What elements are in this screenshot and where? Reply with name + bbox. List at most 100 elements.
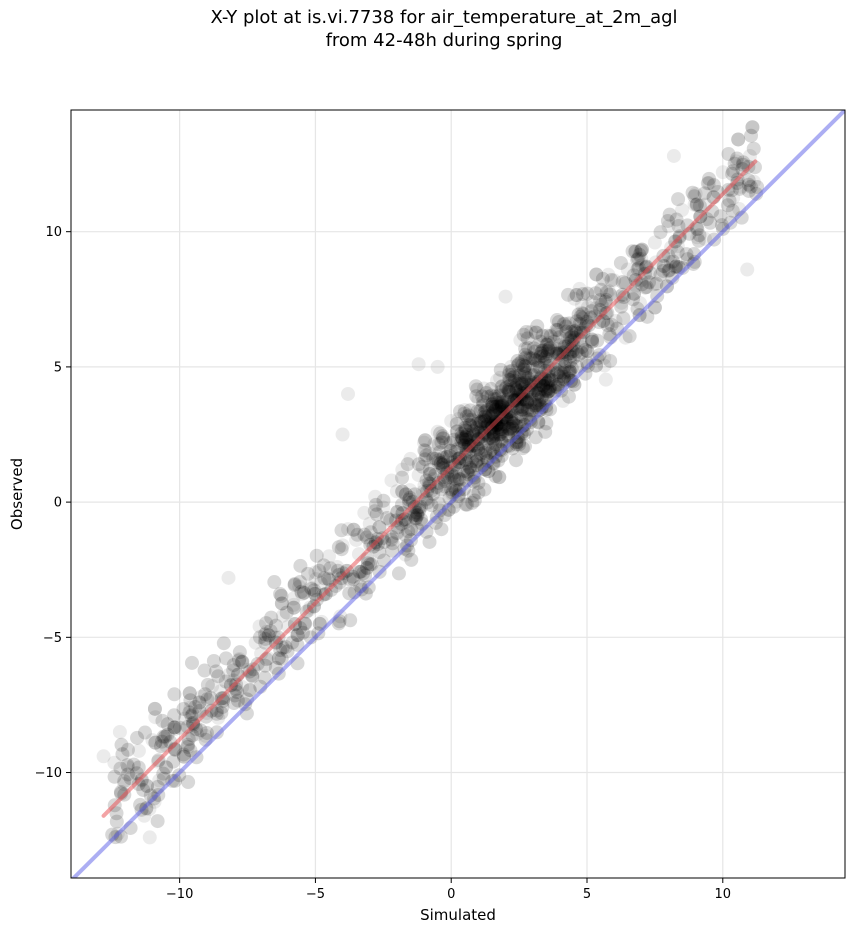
data-point (510, 376, 525, 391)
data-point (286, 600, 301, 615)
data-point (368, 497, 383, 512)
data-point (501, 383, 516, 398)
data-point (459, 456, 474, 471)
data-point (389, 526, 404, 541)
data-point (604, 273, 619, 288)
data-point (514, 386, 529, 401)
data-point (454, 426, 469, 441)
data-point (504, 419, 519, 434)
data-point (160, 727, 175, 742)
data-point (489, 391, 504, 406)
data-point (593, 293, 608, 308)
data-point (531, 393, 546, 408)
data-point (147, 701, 162, 716)
x-tick-label: 5 (583, 887, 591, 902)
data-point (412, 503, 427, 518)
data-point (463, 460, 478, 475)
data-point (480, 402, 495, 417)
data-point (304, 581, 319, 596)
data-point (662, 263, 677, 278)
data-point (584, 304, 599, 319)
data-point (417, 435, 432, 450)
data-point (483, 409, 498, 424)
data-point (234, 654, 249, 669)
data-point (549, 366, 564, 381)
data-point (471, 452, 486, 467)
data-point (486, 405, 501, 420)
data-point (518, 367, 533, 382)
data-point (576, 306, 591, 321)
data-point (685, 185, 700, 200)
data-point (147, 701, 162, 716)
data-point (469, 454, 484, 469)
data-point (523, 351, 538, 366)
data-point (518, 351, 533, 366)
data-point (126, 757, 141, 772)
data-point (232, 651, 247, 666)
data-point (518, 365, 533, 380)
data-point (474, 425, 489, 440)
data-point (524, 324, 539, 339)
data-point (573, 309, 588, 324)
data-point (422, 467, 437, 482)
data-point (688, 186, 703, 201)
data-point (491, 416, 506, 431)
data-point (468, 379, 483, 394)
data-point (238, 697, 253, 712)
data-point (528, 353, 543, 368)
data-point (726, 164, 741, 179)
data-point (649, 276, 664, 291)
data-point (492, 388, 507, 403)
data-point (515, 376, 530, 391)
data-point (607, 273, 622, 288)
data-point (544, 372, 559, 387)
data-point (525, 351, 540, 366)
data-point (514, 376, 529, 391)
data-point (462, 417, 477, 432)
data-point (502, 421, 517, 436)
data-point (529, 399, 544, 414)
data-point (562, 363, 577, 378)
data-point (464, 412, 479, 427)
data-point (540, 382, 555, 397)
data-point (107, 769, 122, 784)
data-point (634, 258, 649, 273)
data-point (219, 651, 234, 666)
data-point (460, 432, 475, 447)
data-point (454, 429, 469, 444)
data-point (559, 319, 574, 334)
data-point (556, 317, 571, 332)
data-point (517, 362, 532, 377)
data-point (422, 467, 437, 482)
data-point (487, 391, 502, 406)
data-point (235, 654, 250, 669)
data-point (358, 568, 373, 583)
data-point (450, 473, 465, 488)
data-point (639, 259, 654, 274)
data-point (369, 507, 384, 522)
data-point (507, 369, 522, 384)
data-point (309, 548, 324, 563)
data-point (156, 729, 171, 744)
data-point (614, 299, 629, 314)
data-point (616, 290, 631, 305)
data-point (183, 693, 198, 708)
data-point (533, 349, 548, 364)
data-point (627, 286, 642, 301)
data-point (534, 389, 549, 404)
x-axis-label: Simulated (420, 906, 496, 924)
data-point (290, 637, 305, 652)
data-point (486, 443, 501, 458)
data-point (477, 414, 492, 429)
data-point (462, 431, 477, 446)
data-point (521, 350, 536, 365)
data-point (294, 584, 309, 599)
data-point (177, 749, 192, 764)
data-point (488, 403, 503, 418)
data-point (665, 270, 680, 285)
data-point (531, 354, 546, 369)
data-point (542, 343, 557, 358)
data-point (489, 399, 504, 414)
data-point (445, 455, 460, 470)
data-point (501, 384, 516, 399)
